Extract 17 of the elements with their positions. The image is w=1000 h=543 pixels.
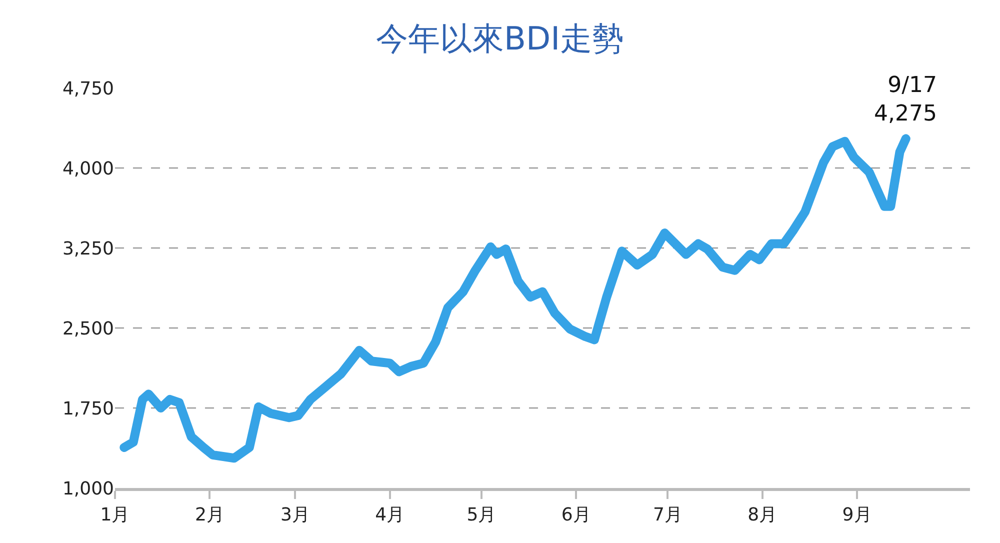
y-tick-label: 4,750 (62, 78, 114, 100)
y-tick-label: 3,250 (62, 238, 114, 260)
x-tick-label: 7月 (652, 504, 682, 526)
x-tick-label: 6月 (561, 504, 591, 526)
y-tick-label: 4,000 (62, 158, 114, 180)
annotation: 9/17 4,275 (874, 73, 937, 127)
x-tick-label: 1月 (100, 504, 130, 526)
x-tick-label: 2月 (194, 504, 224, 526)
x-tick-label: 3月 (280, 504, 310, 526)
y-tick-label: 2,500 (62, 318, 114, 340)
y-tick-label: 1,750 (62, 398, 114, 420)
x-tick-label: 9月 (842, 504, 872, 526)
x-tick-label: 8月 (748, 504, 778, 526)
x-tick-label: 4月 (375, 504, 405, 526)
y-tick-label: 1,000 (62, 478, 114, 500)
x-tick-label: 5月 (466, 504, 496, 526)
chart-title: 今年以來BDI走勢 (376, 20, 624, 58)
